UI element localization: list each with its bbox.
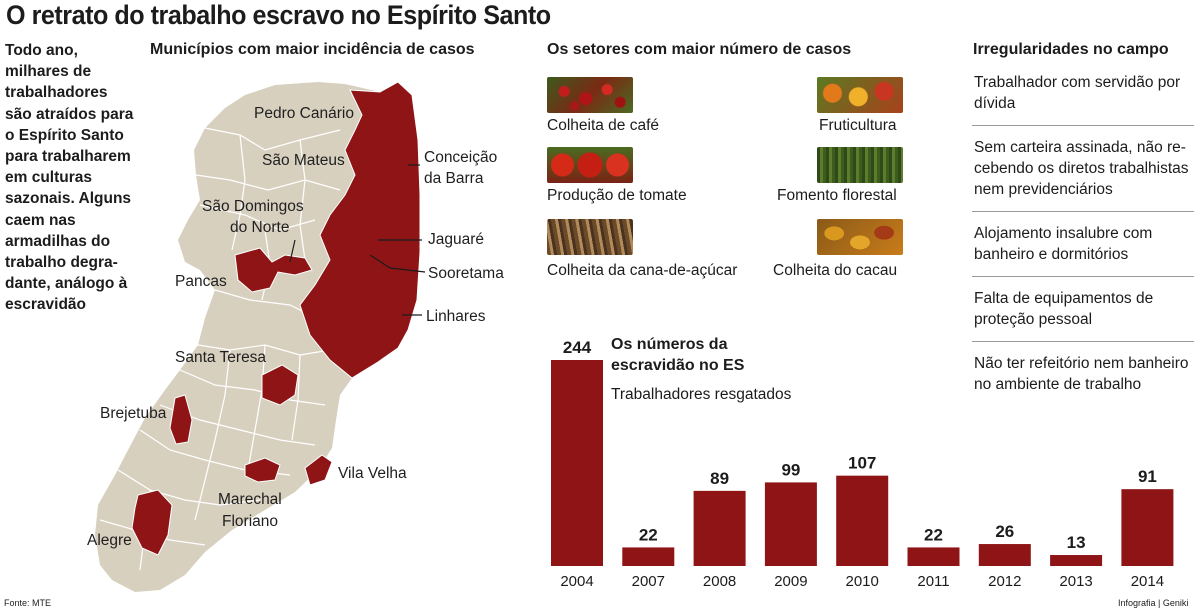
chart-title: Os números da escravidão no ES: [611, 336, 745, 374]
label-marechal-floriano-2: Floriano: [222, 513, 278, 530]
sector-label: Fruticultura: [819, 117, 897, 134]
region-alegre: [131, 489, 173, 556]
region-marechal-floriano: [244, 457, 281, 483]
bar-2014: [1121, 489, 1174, 566]
sugarcane-photo-icon: [547, 219, 633, 255]
bar-value-label: 89: [710, 469, 729, 488]
irregularity-item: Falta de equipamentos de proteção pessoa…: [972, 288, 1194, 342]
label-alegre: Alegre: [87, 532, 132, 549]
year-tick-label: 2010: [846, 573, 879, 590]
irregularity-item: Não ter refeitório nem banheiro no ambie…: [974, 355, 1189, 393]
label-sooretama: Sooretama: [428, 265, 504, 282]
year-tick-label: 2011: [917, 573, 949, 590]
bar-value-label: 22: [639, 525, 658, 544]
bar-value-label: 99: [781, 460, 800, 479]
bar-2009: [764, 482, 817, 566]
source-note: Fonte: MTE: [4, 598, 52, 608]
year-tick-label: 2004: [560, 573, 593, 590]
irregularities-title: Irregularidades no campo: [973, 41, 1169, 58]
intro-line: trabalho degra-: [5, 254, 118, 272]
label-sao-domingos-1: São Domingos: [202, 198, 304, 215]
irregularities-list: Trabalhador com servidão por dívida Sem …: [972, 72, 1194, 417]
label-linhares: Linhares: [426, 308, 486, 325]
bar-value-label: 107: [848, 454, 876, 473]
intro-line: sazonais. Alguns: [5, 190, 132, 208]
intro-line: em culturas: [5, 169, 93, 187]
coffee-photo-icon: [547, 77, 633, 113]
bar-2013: [1050, 555, 1103, 566]
tomato-photo-icon: [547, 147, 633, 183]
map-title: Municípios com maior incidência de casos: [150, 41, 475, 58]
region-north-coast: [299, 81, 421, 379]
label-marechal-floriano-1: Marechal: [218, 491, 282, 508]
intro-line: dante, análogo à: [5, 275, 128, 293]
intro-line: para trabalharem: [5, 148, 131, 166]
label-pedro-canario: Pedro Canário: [254, 105, 354, 122]
bar-value-label: 26: [995, 522, 1014, 541]
label-sao-domingos-2: do Norte: [230, 219, 289, 236]
label-santa-teresa: Santa Teresa: [175, 349, 266, 366]
label-sao-mateus: São Mateus: [262, 152, 345, 169]
bar-2012: [978, 544, 1031, 566]
region-brejetuba: [169, 394, 193, 445]
fruit-photo-icon: [817, 77, 903, 113]
sector-label: Colheita de café: [547, 117, 660, 134]
year-tick-label: 2008: [703, 573, 736, 590]
intro-line: o Espírito Santo: [5, 126, 124, 144]
credit-note: Infografia | Geniki: [1118, 598, 1189, 608]
intro-text: Todo ano, milhares de trabalhadores são atr…: [5, 40, 145, 316]
label-conceicao-da-barra-2: da Barra: [424, 170, 484, 187]
label-conceicao-da-barra-1: Conceição: [424, 149, 497, 166]
espirito-santo-map: Pedro Canário São Mateus Conceição da Ba…: [87, 81, 504, 592]
intro-line: trabalhadores: [5, 84, 108, 102]
bar-2010: [836, 475, 889, 566]
bar-value-label: 22: [924, 525, 943, 544]
bar-value-label: 91: [1138, 467, 1157, 486]
sector-label: Fomento florestal: [777, 187, 897, 204]
sector-label: Colheita do cacau: [773, 262, 898, 279]
forest-photo-icon: [817, 147, 903, 183]
year-tick-label: 2014: [1131, 573, 1164, 590]
intro-line: escravidão: [5, 296, 86, 314]
bar-2004: [551, 360, 603, 566]
year-tick-label: 2012: [988, 573, 1021, 590]
irregularity-item: Alojamento insalubre com banheiro e dorm…: [972, 223, 1194, 277]
intro-line: caem nas: [5, 211, 76, 229]
irregularity-item: Trabalhador com servidão por dívida: [972, 72, 1194, 126]
cacao-photo-icon: [817, 219, 903, 255]
intro-line: são atraídos para: [5, 105, 134, 123]
chart-subtitle: Trabalhadores resgatados: [611, 386, 792, 403]
label-vila-velha: Vila Velha: [338, 465, 407, 482]
municipal-borders: [99, 127, 341, 571]
region-pancas: [234, 247, 313, 293]
bar-2007: [622, 547, 675, 566]
leader-lines: [289, 164, 426, 316]
rescued-workers-chart: 244 2004 22 2007 89 2008 99 2009 107 2010 22 2011 26…: [551, 338, 1174, 590]
intro-line: Todo ano,: [5, 42, 78, 59]
region-santa-teresa: [261, 364, 299, 406]
region-vila-velha: [304, 454, 333, 486]
highlighted-municipalities: [131, 81, 421, 556]
label-brejetuba: Brejetuba: [100, 405, 167, 422]
year-tick-label: 2009: [774, 573, 807, 590]
year-tick-label: 2013: [1059, 573, 1092, 590]
sectors-title: Os setores com maior número de casos: [547, 41, 852, 58]
year-tick-label: 2007: [632, 573, 665, 590]
sector-label: Colheita da cana-de-açúcar: [547, 262, 738, 279]
sector-label: Produção de tomate: [547, 187, 687, 204]
bar-2011: [907, 547, 960, 566]
bar-value-label: 244: [563, 338, 592, 357]
intro-line: armadilhas do: [5, 232, 111, 250]
page-title: O retrato do trabalho escravo no Espírit…: [6, 0, 551, 30]
irregularity-item: Sem carteira assinada, não re-cebendo os…: [972, 137, 1194, 212]
bar-value-label: 13: [1067, 533, 1086, 552]
intro-line: milhares de: [5, 63, 92, 81]
bar-2008: [693, 490, 746, 566]
label-pancas: Pancas: [175, 273, 227, 290]
label-jaguare: Jaguaré: [428, 231, 484, 248]
